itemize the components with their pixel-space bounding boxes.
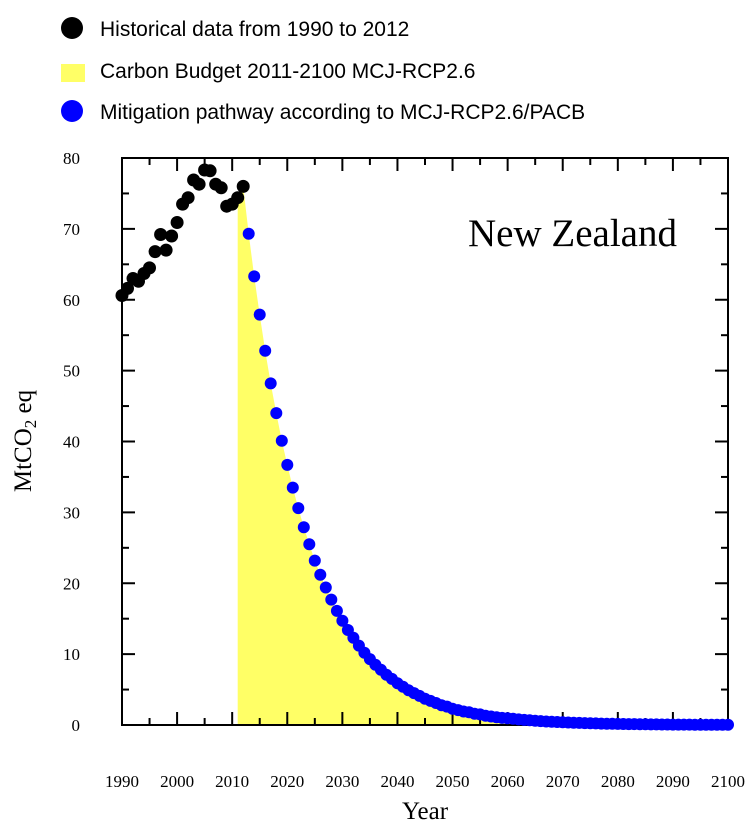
carbon-budget-area (237, 186, 728, 725)
mitigation-point (308, 554, 321, 567)
legend: Historical data from 1990 to 2012 Carbon… (61, 17, 585, 124)
historical-point (154, 228, 168, 241)
mitigation-point (270, 407, 283, 420)
historical-point (192, 177, 206, 191)
mitigation-point (325, 593, 338, 606)
legend-label-mitigation: Mitigation pathway according to MCJ-RCP2… (100, 101, 585, 124)
x-tick-label: 2060 (491, 772, 525, 791)
x-tick-label: 2080 (601, 772, 635, 791)
mitigation-point (264, 377, 277, 390)
mitigation-point (248, 270, 261, 283)
legend-marker-budget (61, 64, 85, 82)
y-tick-label: 0 (72, 716, 81, 735)
mitigation-point (330, 604, 343, 617)
legend-marker-mitigation (61, 100, 83, 122)
x-tick-label: 2010 (215, 772, 249, 791)
x-tick-label: 2100 (711, 772, 745, 791)
y-axis-title-suffix: eq (10, 389, 37, 419)
y-tick-label: 10 (63, 645, 80, 664)
x-tick-label: 2040 (380, 772, 414, 791)
mitigation-point (336, 614, 349, 627)
legend-label-budget: Carbon Budget 2011-2100 MCJ-RCP2.6 (100, 60, 476, 83)
y-tick-label: 30 (63, 503, 80, 522)
y-tick-label: 50 (63, 362, 80, 381)
mitigation-point (314, 568, 327, 581)
x-tick-label: 2020 (270, 772, 304, 791)
historical-point (170, 216, 184, 229)
mitigation-point (292, 502, 305, 515)
historical-point (165, 229, 179, 243)
historical-point (181, 191, 195, 205)
historical-point (231, 191, 245, 205)
y-tick-label: 40 (63, 433, 80, 452)
x-tick-label: 2090 (656, 772, 690, 791)
historical-point (159, 243, 173, 257)
x-tick-label: 2000 (160, 772, 194, 791)
historical-point (203, 164, 217, 178)
mitigation-point (253, 308, 266, 321)
mitigation-point (242, 227, 255, 240)
x-tick-label: 2070 (546, 772, 580, 791)
plot-area: 1990 2000 2010 2020 2030 2040 2050 2060 2070 2080… (63, 149, 745, 791)
x-tick-label: 2030 (325, 772, 359, 791)
region-annotation: New Zealand (468, 212, 677, 255)
y-tick-label: 70 (63, 220, 80, 239)
historical-point (148, 245, 162, 259)
mitigation-point (319, 581, 332, 594)
mitigation-point (297, 521, 310, 534)
mitigation-point (722, 718, 734, 731)
mitigation-point (303, 538, 316, 551)
historical-point (143, 261, 156, 275)
legend-marker-historical (61, 17, 83, 39)
x-axis-title: Year (402, 798, 449, 822)
mitigation-point (286, 481, 299, 494)
historical-point (236, 179, 250, 193)
historical-point (121, 281, 134, 295)
x-tick-label: 2050 (436, 772, 470, 791)
y-axis-title-main: MtCO (10, 428, 37, 492)
y-tick-label: 80 (63, 149, 80, 168)
mitigation-point (275, 434, 288, 447)
historical-point (214, 181, 228, 195)
x-tick-label: 1990 (105, 772, 139, 791)
mitigation-point (281, 458, 294, 471)
mitigation-point (259, 344, 272, 357)
legend-label-historical: Historical data from 1990 to 2012 (100, 18, 409, 41)
y-axis-title-sub: 2 (21, 420, 40, 429)
y-tick-label: 60 (63, 291, 80, 310)
y-axis-title: MtCO2 eq (10, 389, 40, 492)
y-tick-label: 20 (63, 574, 80, 593)
